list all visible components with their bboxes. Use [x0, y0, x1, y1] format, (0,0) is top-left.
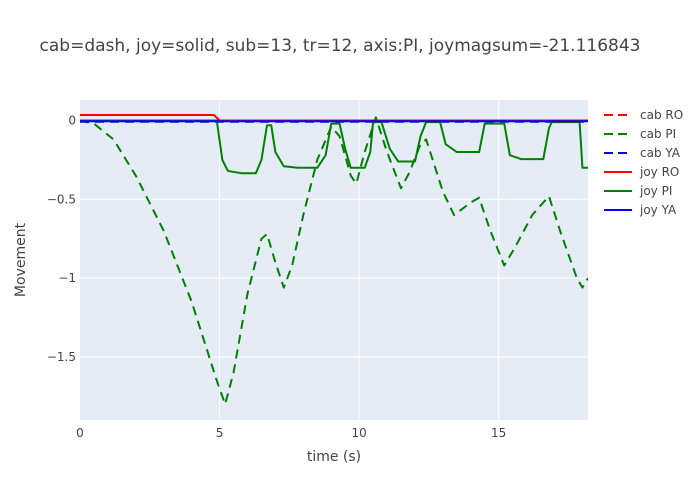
legend-label-cab-ya: cab YA [640, 146, 681, 160]
chart-title: cab=dash, joy=solid, sub=13, tr=12, axis… [40, 36, 641, 56]
x-axis-title: time (s) [307, 449, 361, 465]
y-axis-ticks: 0 −0.5 −1 −1.5 [47, 113, 76, 363]
legend-label-joy-pi: joy PI [639, 184, 672, 198]
y-tick-label: 0 [68, 113, 76, 127]
x-tick-label: 5 [216, 426, 224, 440]
series-line-cab-pi [80, 116, 588, 406]
y-tick-label: −1 [58, 271, 76, 285]
x-tick-label: 10 [351, 426, 366, 440]
legend-label-cab-ro: cab RO [640, 108, 683, 122]
y-axis-title: Movement [13, 222, 29, 297]
plot-area [80, 100, 588, 420]
y-tick-label: −0.5 [47, 192, 76, 206]
legend-label-joy-ro: joy RO [639, 165, 679, 179]
x-tick-label: 0 [76, 426, 84, 440]
legend-label-joy-ya: joy YA [639, 203, 677, 217]
legend: cab RO cab PI cab YA joy RO joy PI joy YA [604, 108, 683, 217]
legend-label-cab-pi: cab PI [640, 127, 676, 141]
x-tick-label: 15 [491, 426, 506, 440]
x-axis-ticks: 0 5 10 15 [76, 426, 506, 440]
series-layer [80, 113, 588, 406]
y-tick-label: −1.5 [47, 350, 76, 364]
